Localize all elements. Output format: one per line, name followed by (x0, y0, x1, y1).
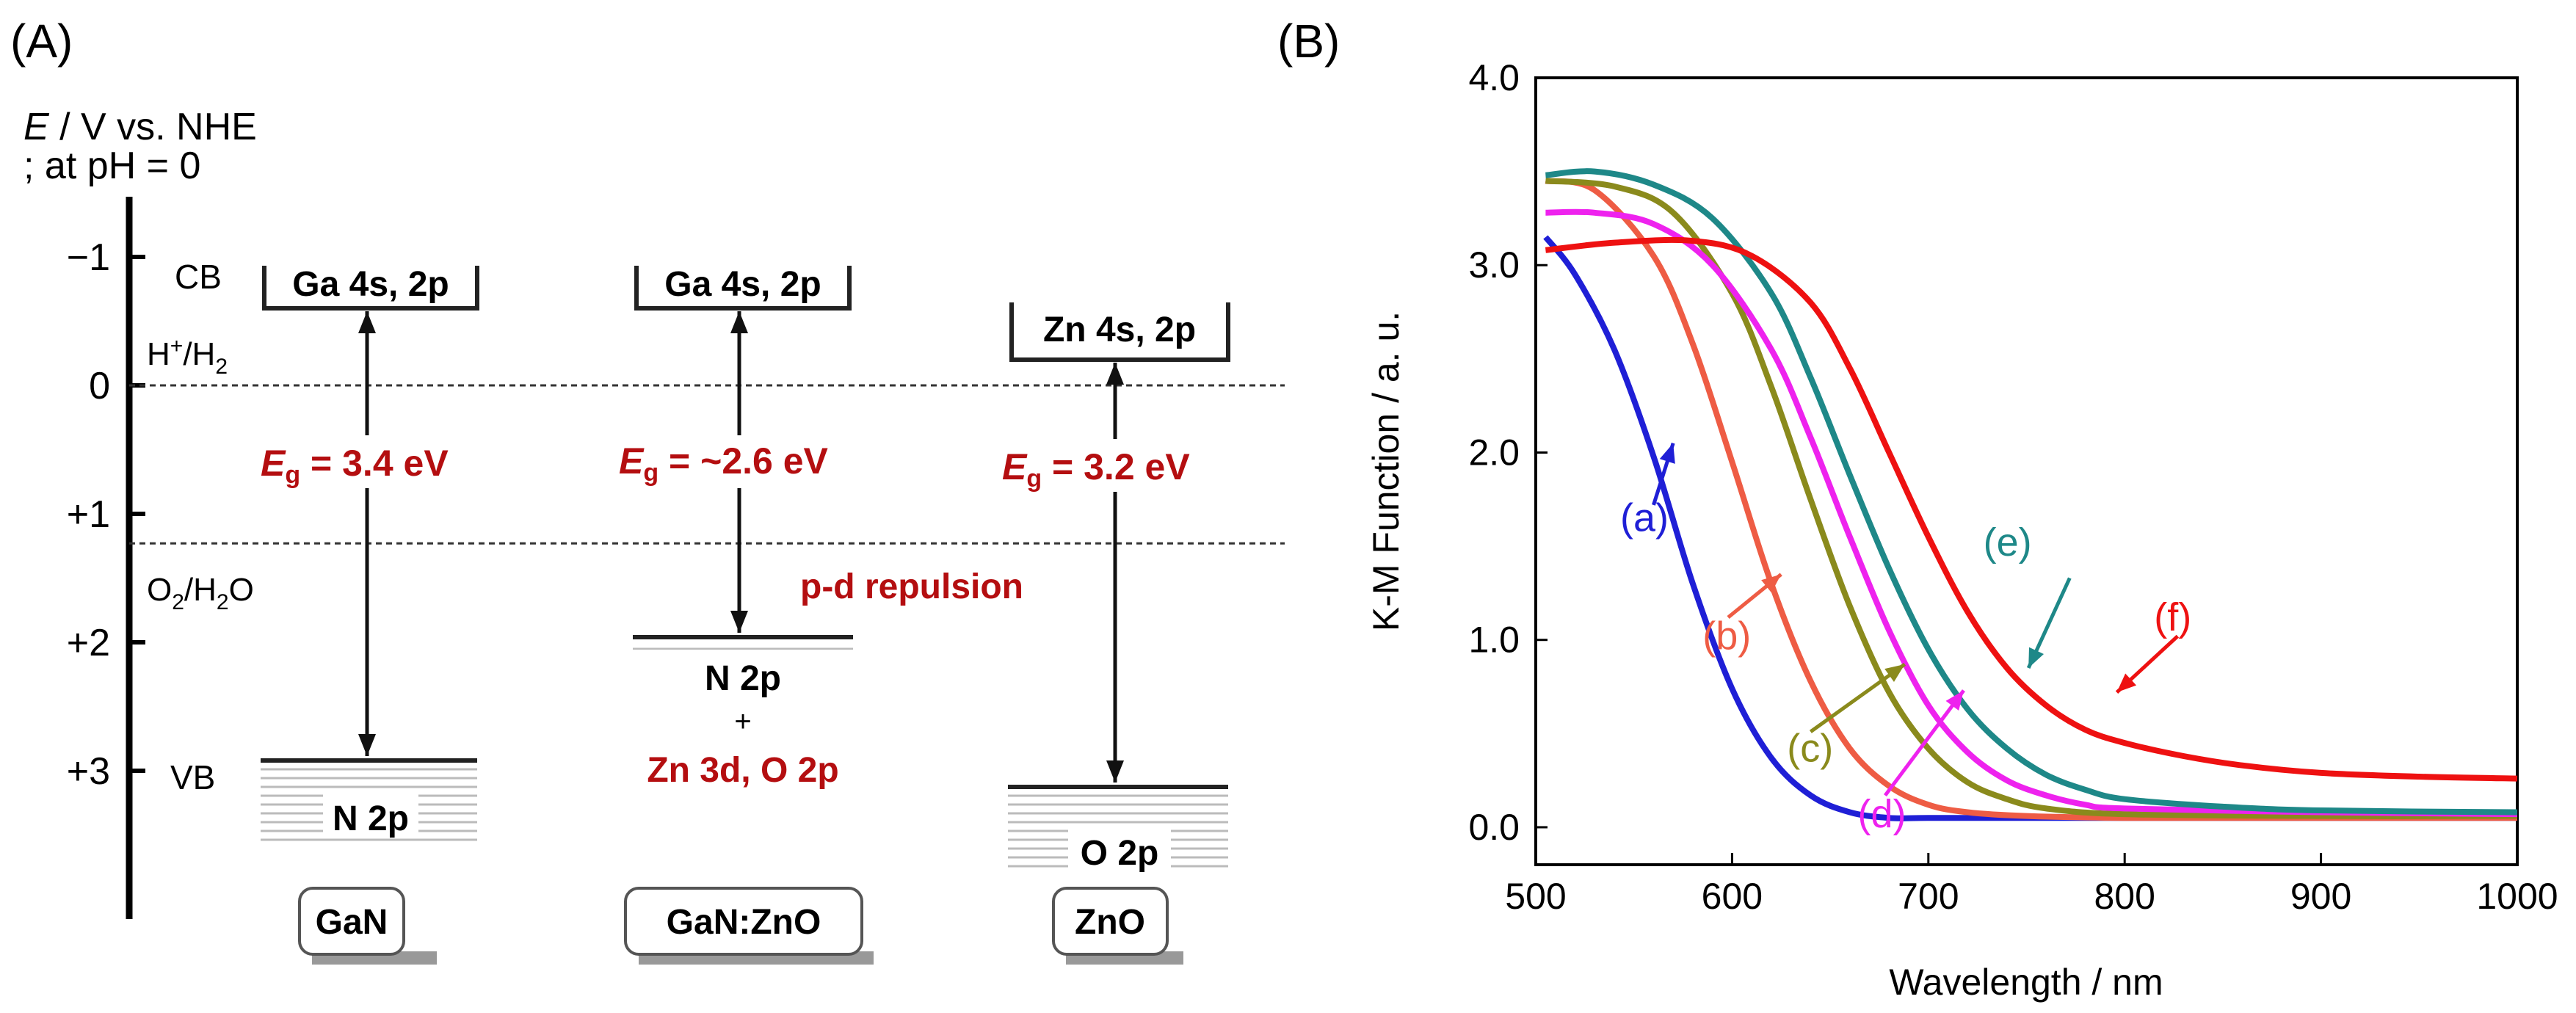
panel-a-label: (A) (10, 15, 73, 68)
vb-label: VB (170, 758, 215, 796)
annotation-arrowhead (1884, 664, 1905, 682)
zno-vb-label: O 2p (1081, 834, 1159, 873)
annotation-arrowhead (1945, 690, 1964, 711)
ganzno-vb-extra: Zn 3d, O 2p (647, 751, 838, 790)
panel-b: (B) 500 600 700 800 900 1000 0.0 1.0 2.0 3.0 4.0 (… (1277, 15, 2558, 1003)
x-tick-label: 800 (2094, 876, 2155, 917)
series-line-b (1545, 178, 2517, 821)
series-line-e (1545, 168, 2518, 816)
gan-cb-label: Ga 4s, 2p (292, 265, 449, 304)
axis-subtitle: ; at pH = 0 (23, 145, 200, 187)
gan-eg-label: Eg = 3.4 eV (261, 443, 449, 489)
material-ganzno: Ga 4s, 2p N 2p + Zn 3d, O 2p Eg = ~2.6 e… (613, 265, 877, 965)
panel-b-label: (B) (1277, 15, 1340, 68)
x-tick-label: 500 (1505, 876, 1566, 917)
potential-tick-label: −1 (67, 236, 110, 279)
annotation-label: (f) (2154, 595, 2191, 639)
zno-arrow-down (1106, 760, 1124, 783)
chart-annotations: (a) (b) (c) (d) (e) (f) (1620, 442, 2191, 836)
chart-series (1543, 168, 2518, 821)
annotation-arrowhead (2116, 673, 2137, 693)
zno-vb-label-bg (1068, 829, 1171, 874)
cb-label: CB (175, 258, 222, 296)
pd-repulsion-label: p-d repulsion (800, 567, 1023, 606)
material-gan: Ga 4s, 2p N 2p Eg = 3.4 eV GaN (253, 265, 488, 965)
potential-tick-label: +3 (67, 750, 110, 793)
plot-frame (1534, 76, 2519, 866)
gan-vb-label: N 2p (333, 799, 409, 838)
x-tick-label: 1000 (2476, 876, 2558, 917)
annotation-arrowhead (2028, 647, 2045, 668)
gan-arrow-up (358, 311, 376, 333)
ganzno-name: GaN:ZnO (667, 903, 821, 942)
potential-tick-label: 0 (89, 365, 110, 407)
ganzno-vb-label: N 2p (705, 659, 781, 698)
ganzno-arrow-up (730, 311, 748, 333)
annotation-arrow (1809, 662, 1906, 733)
material-zno: Zn 4s, 2p O 2p Eg = 3.2 eV ZnO (998, 302, 1237, 965)
gan-arrow-down (358, 734, 376, 756)
gan-vb-hatch (261, 768, 477, 841)
annotation-arrowhead (1761, 574, 1782, 593)
x-tick-label: 600 (1702, 876, 1763, 917)
annotation-label: (d) (1858, 792, 1906, 836)
potential-ticks: −1 0 +1 +2 +3 (67, 236, 145, 793)
annotation-arrow (1883, 689, 1965, 797)
y-tick-label: 1.0 (1468, 620, 1520, 661)
gan-vb-label-bg (323, 794, 418, 837)
o-label: O2/H2O (147, 572, 254, 614)
ganzno-vb-plus: + (734, 705, 751, 738)
ganzno-vb-label-bg (617, 650, 870, 796)
ganzno-name-box (624, 887, 863, 956)
y-tick-label: 3.0 (1468, 244, 1520, 286)
annotation-label: (b) (1702, 614, 1751, 658)
y-tick-label: 0.0 (1468, 807, 1520, 848)
annotation-label: (a) (1620, 496, 1669, 540)
zno-name: ZnO (1075, 903, 1145, 942)
ganzno-cb-bracket (634, 266, 852, 311)
gan-eg-bg (253, 435, 488, 488)
series-line-d (1545, 208, 2518, 818)
annotation-arrowhead (1659, 443, 1675, 464)
y-tick-label: 2.0 (1468, 432, 1520, 473)
potential-tick-label: +1 (67, 493, 110, 536)
potential-tick-label: +2 (67, 622, 110, 664)
gan-name-box (298, 887, 405, 956)
y-axis-label: K-M Function / a. u. (1365, 311, 1407, 631)
zno-cb-label: Zn 4s, 2p (1043, 311, 1196, 349)
ganzno-eg-label: Eg = ~2.6 eV (619, 440, 829, 487)
series-line-c (1545, 178, 2518, 819)
panel-a: (A) E / V vs. NHE ; at pH = 0 −10+1+2+3 … (10, 15, 1285, 965)
gan-cb-bracket (262, 266, 479, 311)
y-tick-label: 4.0 (1468, 57, 1520, 98)
chart-ticks: 500 600 700 800 900 1000 0.0 1.0 2.0 3.0 4.0 (1468, 57, 2558, 917)
zno-name-box (1052, 887, 1169, 956)
ganzno-cb-label: Ga 4s, 2p (664, 265, 821, 304)
zno-eg-label: Eg = 3.2 eV (1002, 446, 1190, 493)
x-tick-label: 700 (1898, 876, 1959, 917)
zno-cb-bracket (1009, 302, 1230, 362)
h-label: H+/H2 (147, 334, 228, 379)
x-tick-label: 900 (2290, 876, 2351, 917)
zno-arrow-up (1106, 363, 1124, 385)
annotation-label: (c) (1787, 727, 1833, 771)
ganzno-arrow-down (730, 611, 748, 633)
zno-eg-bg (998, 439, 1237, 492)
gan-name: GaN (316, 903, 388, 942)
ganzno-eg-bg (613, 435, 877, 488)
series-line-f (1545, 236, 2518, 782)
axis-title: E / V vs. NHE (23, 106, 257, 148)
x-axis-label: Wavelength / nm (1889, 962, 2163, 1003)
annotation-label: (e) (1984, 520, 2032, 564)
